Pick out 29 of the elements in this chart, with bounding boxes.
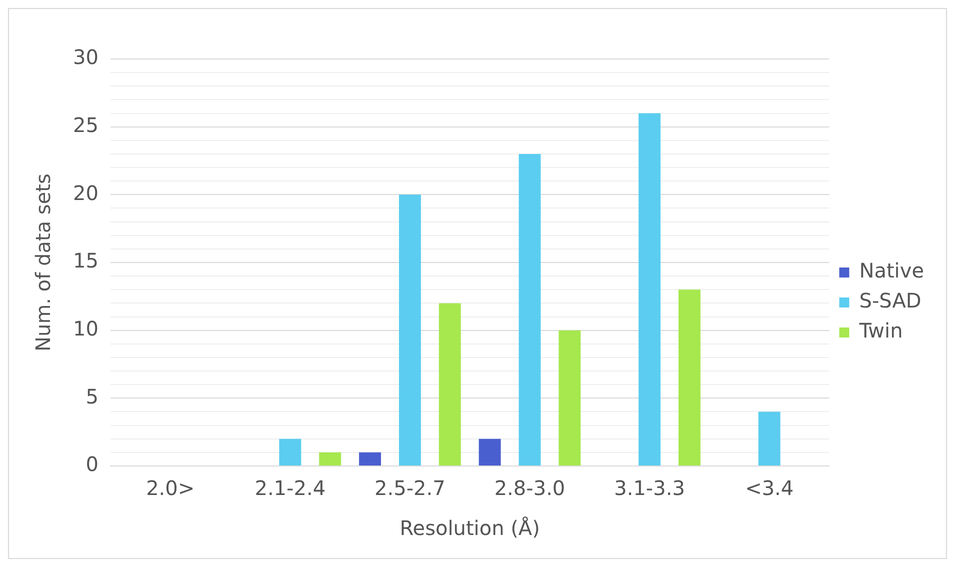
x-tick-label: 2.1-2.4	[254, 476, 326, 500]
legend-label: S-SAD	[859, 288, 922, 313]
bar	[359, 452, 381, 466]
bar	[438, 303, 461, 466]
x-tick-label: 2.5-2.7	[374, 476, 446, 500]
bar	[758, 412, 780, 466]
bar	[319, 452, 342, 466]
bar	[678, 290, 700, 466]
y-tick-label: 25	[72, 113, 98, 138]
legend-label: Twin	[858, 318, 903, 343]
bar	[478, 438, 501, 466]
bar	[398, 194, 421, 466]
bar	[518, 154, 541, 466]
y-tick-label: 15	[72, 248, 98, 273]
legend-label: Native	[859, 258, 924, 283]
bar	[638, 113, 661, 466]
x-axis-title: Resolution (Å)	[400, 516, 540, 540]
x-tick-label: 2.8-3.0	[494, 476, 566, 500]
x-tick-label: 3.1-3.3	[614, 476, 685, 500]
y-tick-label: 5	[86, 384, 98, 408]
x-tick-label: 2.0>	[146, 476, 195, 500]
y-tick-label: 20	[72, 180, 98, 205]
bar	[279, 438, 302, 466]
bar	[558, 330, 581, 466]
y-tick-label: 30	[72, 45, 98, 70]
y-tick-label: 0	[86, 452, 98, 476]
x-tick-label: <3.4	[745, 476, 794, 500]
y-axis-title: Num. of data sets	[31, 174, 56, 352]
y-tick-label: 10	[72, 316, 98, 341]
